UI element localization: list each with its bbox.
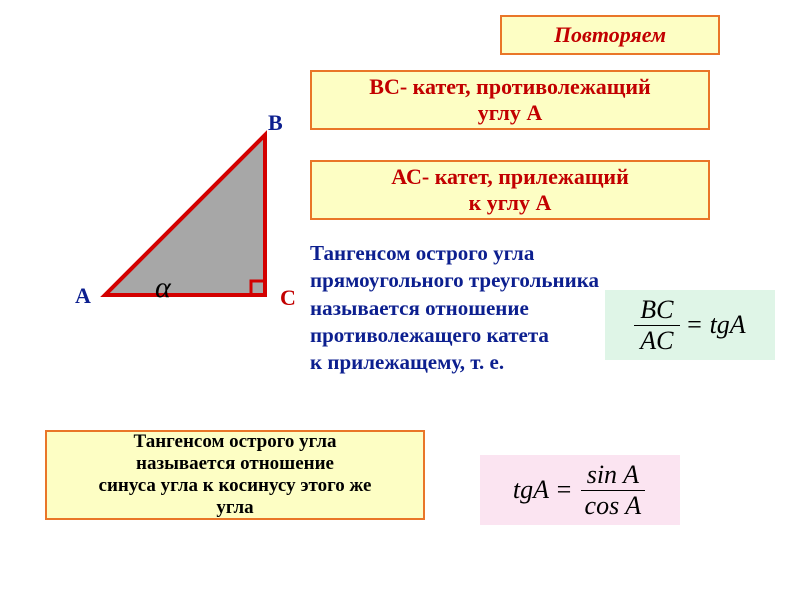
f1-num: BC (634, 295, 679, 326)
ac-line1: АС- катет, прилежащий (391, 164, 629, 190)
formula-tga-sincos: tgA = sin A cos A (480, 455, 680, 525)
triangle-svg: A B C α (40, 115, 310, 335)
tandef-line1: Тангенсом острого угла (134, 431, 337, 453)
f2-den: cos A (579, 491, 648, 521)
f2-num: sin A (581, 460, 645, 491)
tandef-line2: называется отношение (136, 453, 334, 475)
tandef-line4: угла (216, 497, 253, 519)
tangent-sincos-box: Тангенсом острого угла называется отноше… (45, 430, 425, 520)
header-text: Повторяем (554, 22, 666, 48)
vertex-b-label: B (268, 115, 283, 135)
ac-line2: к углу А (469, 190, 552, 216)
angle-alpha-label: α (155, 271, 172, 304)
header-box: Повторяем (500, 15, 720, 55)
f1-den: AC (634, 326, 679, 356)
vertex-c-label: C (280, 285, 296, 310)
triangle-diagram: A B C α (40, 115, 290, 335)
bc-line2: углу А (478, 100, 543, 126)
bc-line1: ВС- катет, противолежащий (369, 74, 650, 100)
tandef-line3: синуса угла к косинусу этого же (99, 475, 372, 497)
def-line1: Тангенсом острого угла (310, 240, 690, 267)
triangle-shape (105, 135, 265, 295)
fraction-1: BC AC (634, 295, 679, 356)
f1-rhs: = tgA (686, 310, 746, 340)
bc-label-box: ВС- катет, противолежащий углу А (310, 70, 710, 130)
ac-label-box: АС- катет, прилежащий к углу А (310, 160, 710, 220)
f2-lhs: tgA = (513, 475, 573, 505)
vertex-a-label: A (75, 283, 91, 308)
fraction-2: sin A cos A (579, 460, 648, 521)
formula-bc-ac: BC AC = tgA (605, 290, 775, 360)
